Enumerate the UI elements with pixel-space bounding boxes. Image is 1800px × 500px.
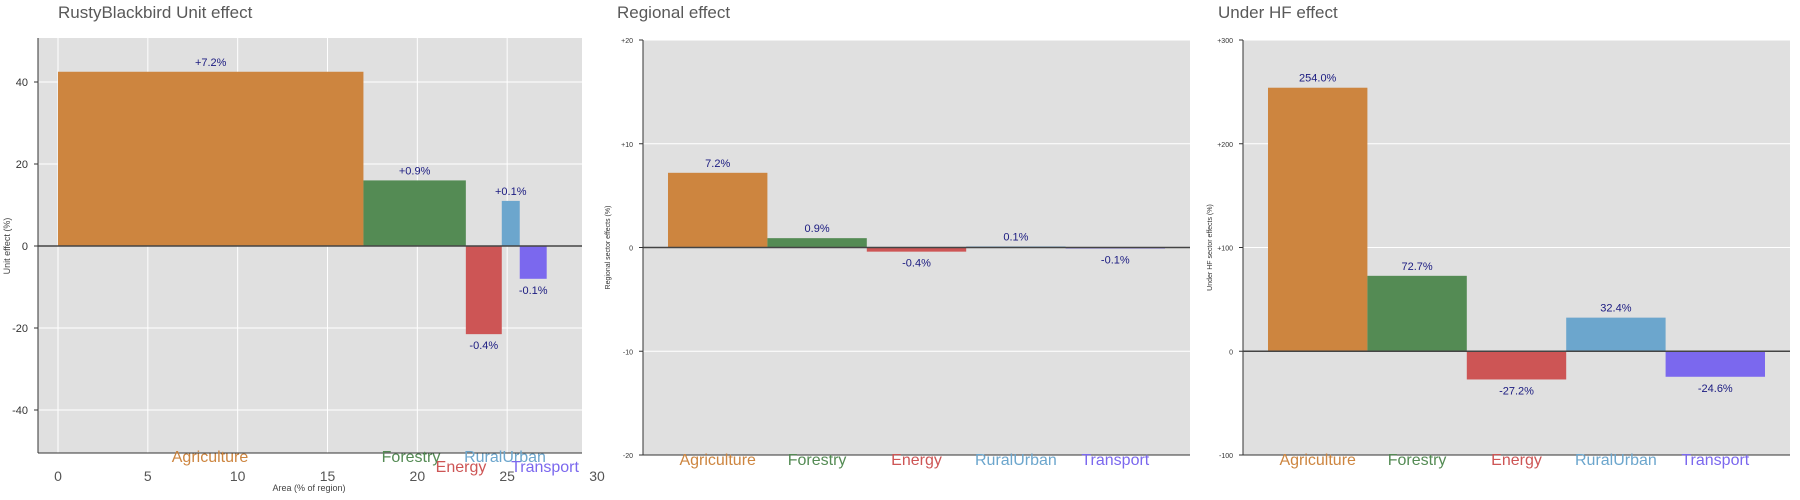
category-label: Forestry	[382, 449, 441, 466]
data-label: -0.1%	[519, 285, 548, 297]
y-tick-label: 20	[16, 159, 28, 171]
x-tick-label: 30	[589, 468, 605, 484]
y-axis-title: Under HF sector effects (%)	[1207, 204, 1214, 291]
y-tick-label: -20	[12, 323, 28, 335]
y-tick-label: -10	[623, 349, 633, 356]
bar-energy	[465, 246, 502, 335]
data-label: 7.2%	[705, 158, 730, 170]
data-label: 72.7%	[1401, 261, 1432, 273]
category-label: RuralUrban	[464, 449, 546, 466]
data-label: +7.2%	[195, 57, 227, 69]
category-label: RuralUrban	[1575, 452, 1657, 469]
category-label: Agriculture	[679, 452, 756, 469]
bar-energy	[866, 247, 967, 252]
y-tick-label: -100	[1219, 453, 1233, 460]
x-axis-title: Area (% of region)	[272, 483, 345, 493]
bar-agriculture	[58, 71, 364, 246]
data-label: -0.4%	[902, 258, 931, 270]
bar-transport	[1665, 351, 1765, 377]
category-label: Energy	[891, 452, 942, 469]
y-axis-title: Regional sector effects (%)	[605, 206, 612, 290]
bar-ruralurban	[1566, 317, 1666, 352]
category-label: RuralUrban	[975, 452, 1057, 469]
data-label: -24.6%	[1698, 383, 1733, 395]
bar-agriculture	[668, 172, 768, 248]
data-label: 254.0%	[1299, 73, 1337, 85]
y-tick-label: +300	[1217, 38, 1233, 45]
category-label: Transport	[1081, 452, 1149, 469]
y-tick-label: 40	[16, 77, 28, 89]
under-hf-effect-chart: +300 +200 +100 0 -100 254.0% Agriculture 72.7% F…	[1207, 38, 1790, 469]
chart3-title: Under HF effect	[1218, 3, 1338, 22]
x-tick-label: 5	[144, 468, 152, 484]
category-label: Energy	[1491, 452, 1542, 469]
data-label: 32.4%	[1600, 303, 1631, 315]
bar-forestry	[1367, 275, 1467, 352]
y-tick-label: +100	[1217, 246, 1233, 253]
x-tick-label: 10	[230, 468, 246, 484]
x-tick-label: 25	[499, 468, 515, 484]
x-tick-label: 15	[320, 468, 336, 484]
bar-energy	[1466, 351, 1567, 380]
x-tick-label: 0	[54, 468, 62, 484]
data-label: 0.1%	[1003, 231, 1028, 243]
data-label: +0.1%	[495, 186, 527, 198]
y-tick-label: -20	[623, 453, 633, 460]
data-label: 0.9%	[805, 223, 830, 235]
bar-forestry	[767, 238, 867, 248]
data-label: -0.1%	[1101, 255, 1130, 267]
data-label: +0.9%	[399, 165, 431, 177]
chart1-title: RustyBlackbird Unit effect	[58, 3, 253, 22]
y-tick-label: -40	[12, 405, 28, 417]
category-label: Agriculture	[172, 449, 249, 466]
x-tick-label: 20	[410, 468, 426, 484]
y-tick-label: 0	[1229, 349, 1233, 356]
category-label: Transport	[511, 459, 579, 476]
y-axis-title: Unit effect (%)	[2, 218, 12, 275]
chart2-title: Regional effect	[617, 3, 731, 22]
bar-ruralurban	[501, 200, 520, 246]
unit-effect-chart: 40 20 0 -20 -40 0 5 10 15 20 25 30 +7.2% +0.9% -0.4% +0…	[2, 38, 605, 493]
category-label: Agriculture	[1279, 452, 1356, 469]
bar-forestry	[363, 180, 466, 246]
category-label: Forestry	[1388, 452, 1447, 469]
bar-transport	[519, 246, 547, 279]
y-tick-label: +10	[621, 142, 633, 149]
data-label: -27.2%	[1499, 385, 1534, 397]
y-tick-label: +200	[1217, 142, 1233, 149]
bar-agriculture	[1268, 87, 1368, 352]
y-tick-label: +20	[621, 38, 633, 45]
category-label: Forestry	[788, 452, 847, 469]
data-label: -0.4%	[469, 340, 498, 352]
category-label: Energy	[436, 459, 487, 476]
category-label: Transport	[1681, 452, 1749, 469]
y-tick-label: 0	[22, 241, 28, 253]
y-tick-label: 0	[629, 246, 633, 253]
regional-effect-chart: +20 +10 0 -10 -20 7.2% Agriculture 0.9% Forestry…	[605, 38, 1190, 469]
